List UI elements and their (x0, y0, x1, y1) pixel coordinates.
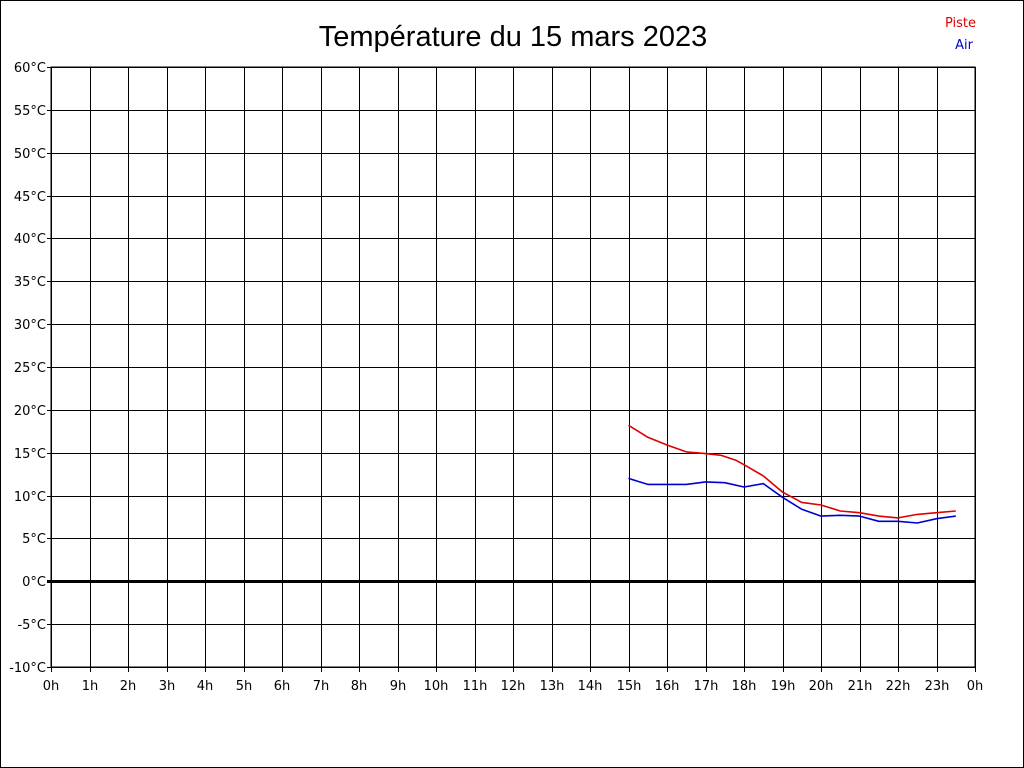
x-tick-label: 9h (390, 679, 407, 694)
legend-air: Air (955, 38, 974, 53)
x-tick-label: 15h (617, 679, 642, 694)
x-tick-label: 16h (655, 679, 680, 694)
x-tick-label: 18h (732, 679, 757, 694)
y-tick-label: 5°C (22, 532, 46, 547)
x-tick-label: 2h (120, 679, 137, 694)
x-tick-label: 7h (313, 679, 330, 694)
y-tick-label: 45°C (14, 190, 46, 205)
series-line-air (628, 477, 956, 524)
x-tick-label: 8h (351, 679, 368, 694)
series-lines (628, 424, 956, 524)
y-tick-label: 40°C (14, 232, 46, 247)
y-tick-label: 15°C (14, 447, 46, 462)
x-tick-label: 13h (540, 679, 565, 694)
x-tick-label: 21h (848, 679, 873, 694)
series-line-piste (628, 424, 956, 519)
x-tick-label: 23h (925, 679, 950, 694)
y-tick-label: 60°C (14, 61, 46, 76)
chart-title: Température du 15 mars 2023 (319, 21, 708, 53)
x-tick-label: 5h (236, 679, 253, 694)
legend-piste: Piste (945, 16, 976, 31)
x-tick-label: 20h (809, 679, 834, 694)
x-tick-label: 0h (43, 679, 60, 694)
x-tick-label: 1h (82, 679, 99, 694)
y-tick-label: 30°C (14, 318, 46, 333)
grid-lines (47, 66, 976, 672)
y-tick-label: 0°C (22, 575, 46, 590)
y-tick-label: 25°C (14, 361, 46, 376)
x-tick-label: 0h (967, 679, 984, 694)
y-tick-label: 35°C (14, 275, 46, 290)
x-tick-label: 14h (578, 679, 603, 694)
x-tick-label: 10h (424, 679, 449, 694)
y-tick-label: -10°C (9, 661, 46, 676)
x-tick-label: 19h (771, 679, 796, 694)
x-tick-label: 12h (501, 679, 526, 694)
x-axis-ticks: 0h 1h 2h 3h 4h 5h 6h 7h 8h 9h 10h 11h 12h 13h 14h 15h 16… (43, 679, 984, 694)
y-tick-label: -5°C (17, 618, 46, 633)
y-tick-label: 50°C (14, 147, 46, 162)
x-tick-label: 6h (274, 679, 291, 694)
x-tick-label: 17h (694, 679, 719, 694)
x-tick-label: 4h (197, 679, 214, 694)
x-tick-label: 22h (886, 679, 911, 694)
y-tick-label: 20°C (14, 404, 46, 419)
x-tick-label: 11h (463, 679, 488, 694)
x-tick-label: 3h (159, 679, 176, 694)
y-tick-label: 10°C (14, 490, 46, 505)
y-axis-ticks: -10°C -5°C 0°C 5°C 10°C 15°C 20°C 25°C 30°C 35°C 4… (9, 61, 46, 676)
y-tick-label: 55°C (14, 104, 46, 119)
